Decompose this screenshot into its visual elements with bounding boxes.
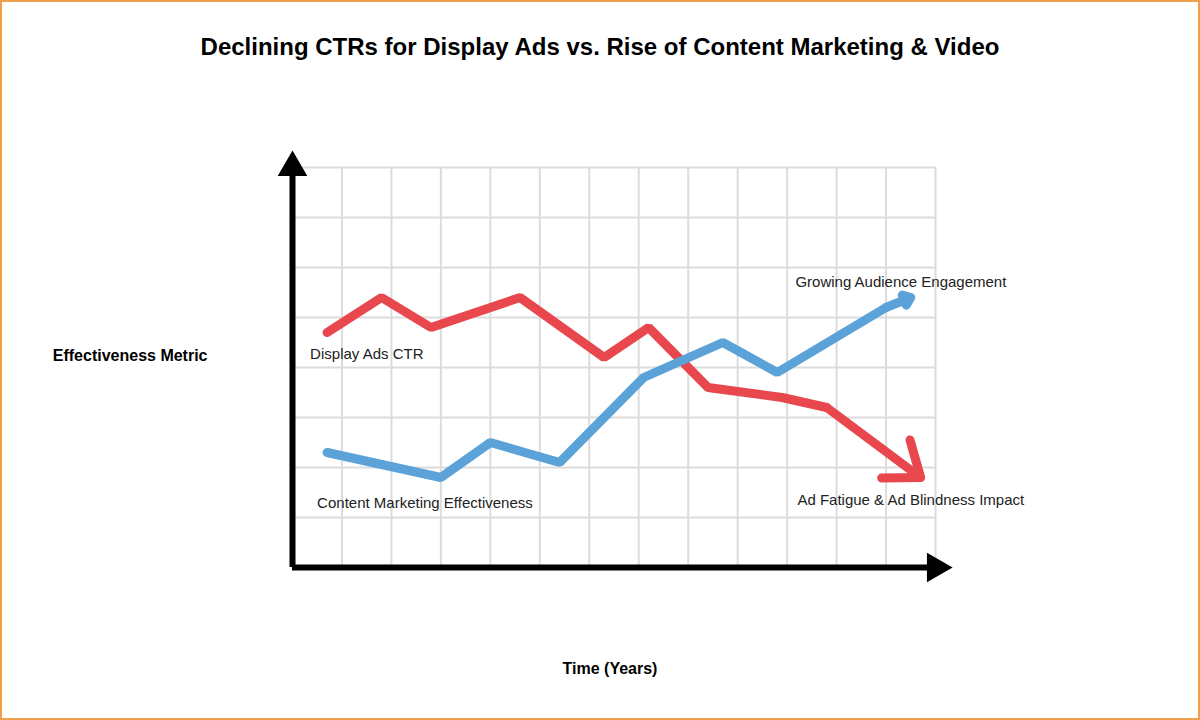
- svg-text:Content Marketing Effectivenes: Content Marketing Effectiveness: [317, 494, 533, 511]
- html-text:Declining CTRs for Display Ads: Declining CTRs for Display Ads vs. Rise …: [200, 33, 1000, 60]
- svg-text:Ad Fatigue & Ad Blindness Impa: Ad Fatigue & Ad Blindness Impact: [797, 491, 1025, 508]
- svg-text:Effectiveness Metric: Effectiveness Metric: [53, 347, 208, 364]
- svg-text:Display Ads CTR: Display Ads CTR: [310, 345, 424, 362]
- svg-text:Time (Years): Time (Years): [563, 660, 658, 677]
- svg-text:Growing Audience Engagement: Growing Audience Engagement: [795, 273, 1007, 290]
